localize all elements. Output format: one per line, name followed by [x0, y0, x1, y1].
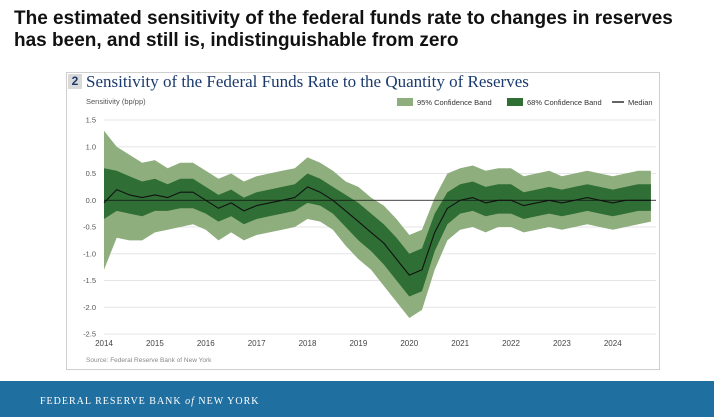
y-tick-label: -0.5	[83, 223, 96, 232]
legend: 95% Confidence Band 68% Confidence Band Me…	[397, 98, 653, 107]
y-tick-label: -1.5	[83, 276, 96, 285]
y-tick-label: 0.5	[86, 169, 96, 178]
x-tick-label: 2019	[349, 339, 367, 348]
y-axis-label: Sensitivity (bp/pp)	[86, 97, 146, 106]
x-tick-label: 2014	[95, 339, 113, 348]
x-tick-label: 2021	[451, 339, 469, 348]
footer-bar: FEDERAL RESERVE BANK of NEW YORK	[0, 381, 714, 417]
headline: The estimated sensitivity of the federal…	[14, 8, 673, 51]
chart-source: Source: Federal Reserve Bank of New York	[86, 357, 212, 364]
footer-org-pre: FEDERAL RESERVE BANK	[40, 396, 182, 407]
y-tick-label: -1.0	[83, 249, 96, 258]
chart-panel-number: 2	[68, 74, 82, 89]
y-tick-label: -2.0	[83, 303, 96, 312]
x-tick-labels: 2014 2015 2016 2017 2018 2019 2020 2021 2022 2023…	[95, 339, 622, 348]
x-tick-label: 2016	[197, 339, 215, 348]
footer-org-post: NEW YORK	[198, 396, 260, 407]
y-tick-label: 0.0	[86, 196, 96, 205]
legend-label: Median	[628, 98, 653, 107]
footer-organization: FEDERAL RESERVE BANK of NEW YORK	[40, 396, 259, 407]
chart-title: Sensitivity of the Federal Funds Rate to…	[86, 72, 529, 91]
y-tick-label: 1.5	[86, 116, 96, 125]
x-tick-label: 2017	[248, 339, 266, 348]
legend-label: 68% Confidence Band	[527, 98, 602, 107]
x-tick-label: 2020	[400, 339, 418, 348]
footer-org-of: of	[185, 396, 195, 407]
x-tick-label: 2023	[553, 339, 571, 348]
legend-label: 95% Confidence Band	[417, 98, 492, 107]
y-tick-labels: 1.5 1.0 0.5 0.0 -0.5 -1.0 -1.5 -2.0 -2.5	[83, 116, 96, 339]
x-tick-label: 2022	[502, 339, 520, 348]
y-tick-label: 1.0	[86, 142, 96, 151]
x-tick-label: 2018	[299, 339, 317, 348]
y-tick-label: -2.5	[83, 330, 96, 339]
x-tick-label: 2024	[604, 339, 622, 348]
legend-swatch	[507, 98, 523, 106]
legend-swatch	[397, 98, 413, 106]
median-layer	[103, 186, 651, 276]
x-tick-label: 2015	[146, 339, 164, 348]
median-line	[103, 186, 651, 276]
